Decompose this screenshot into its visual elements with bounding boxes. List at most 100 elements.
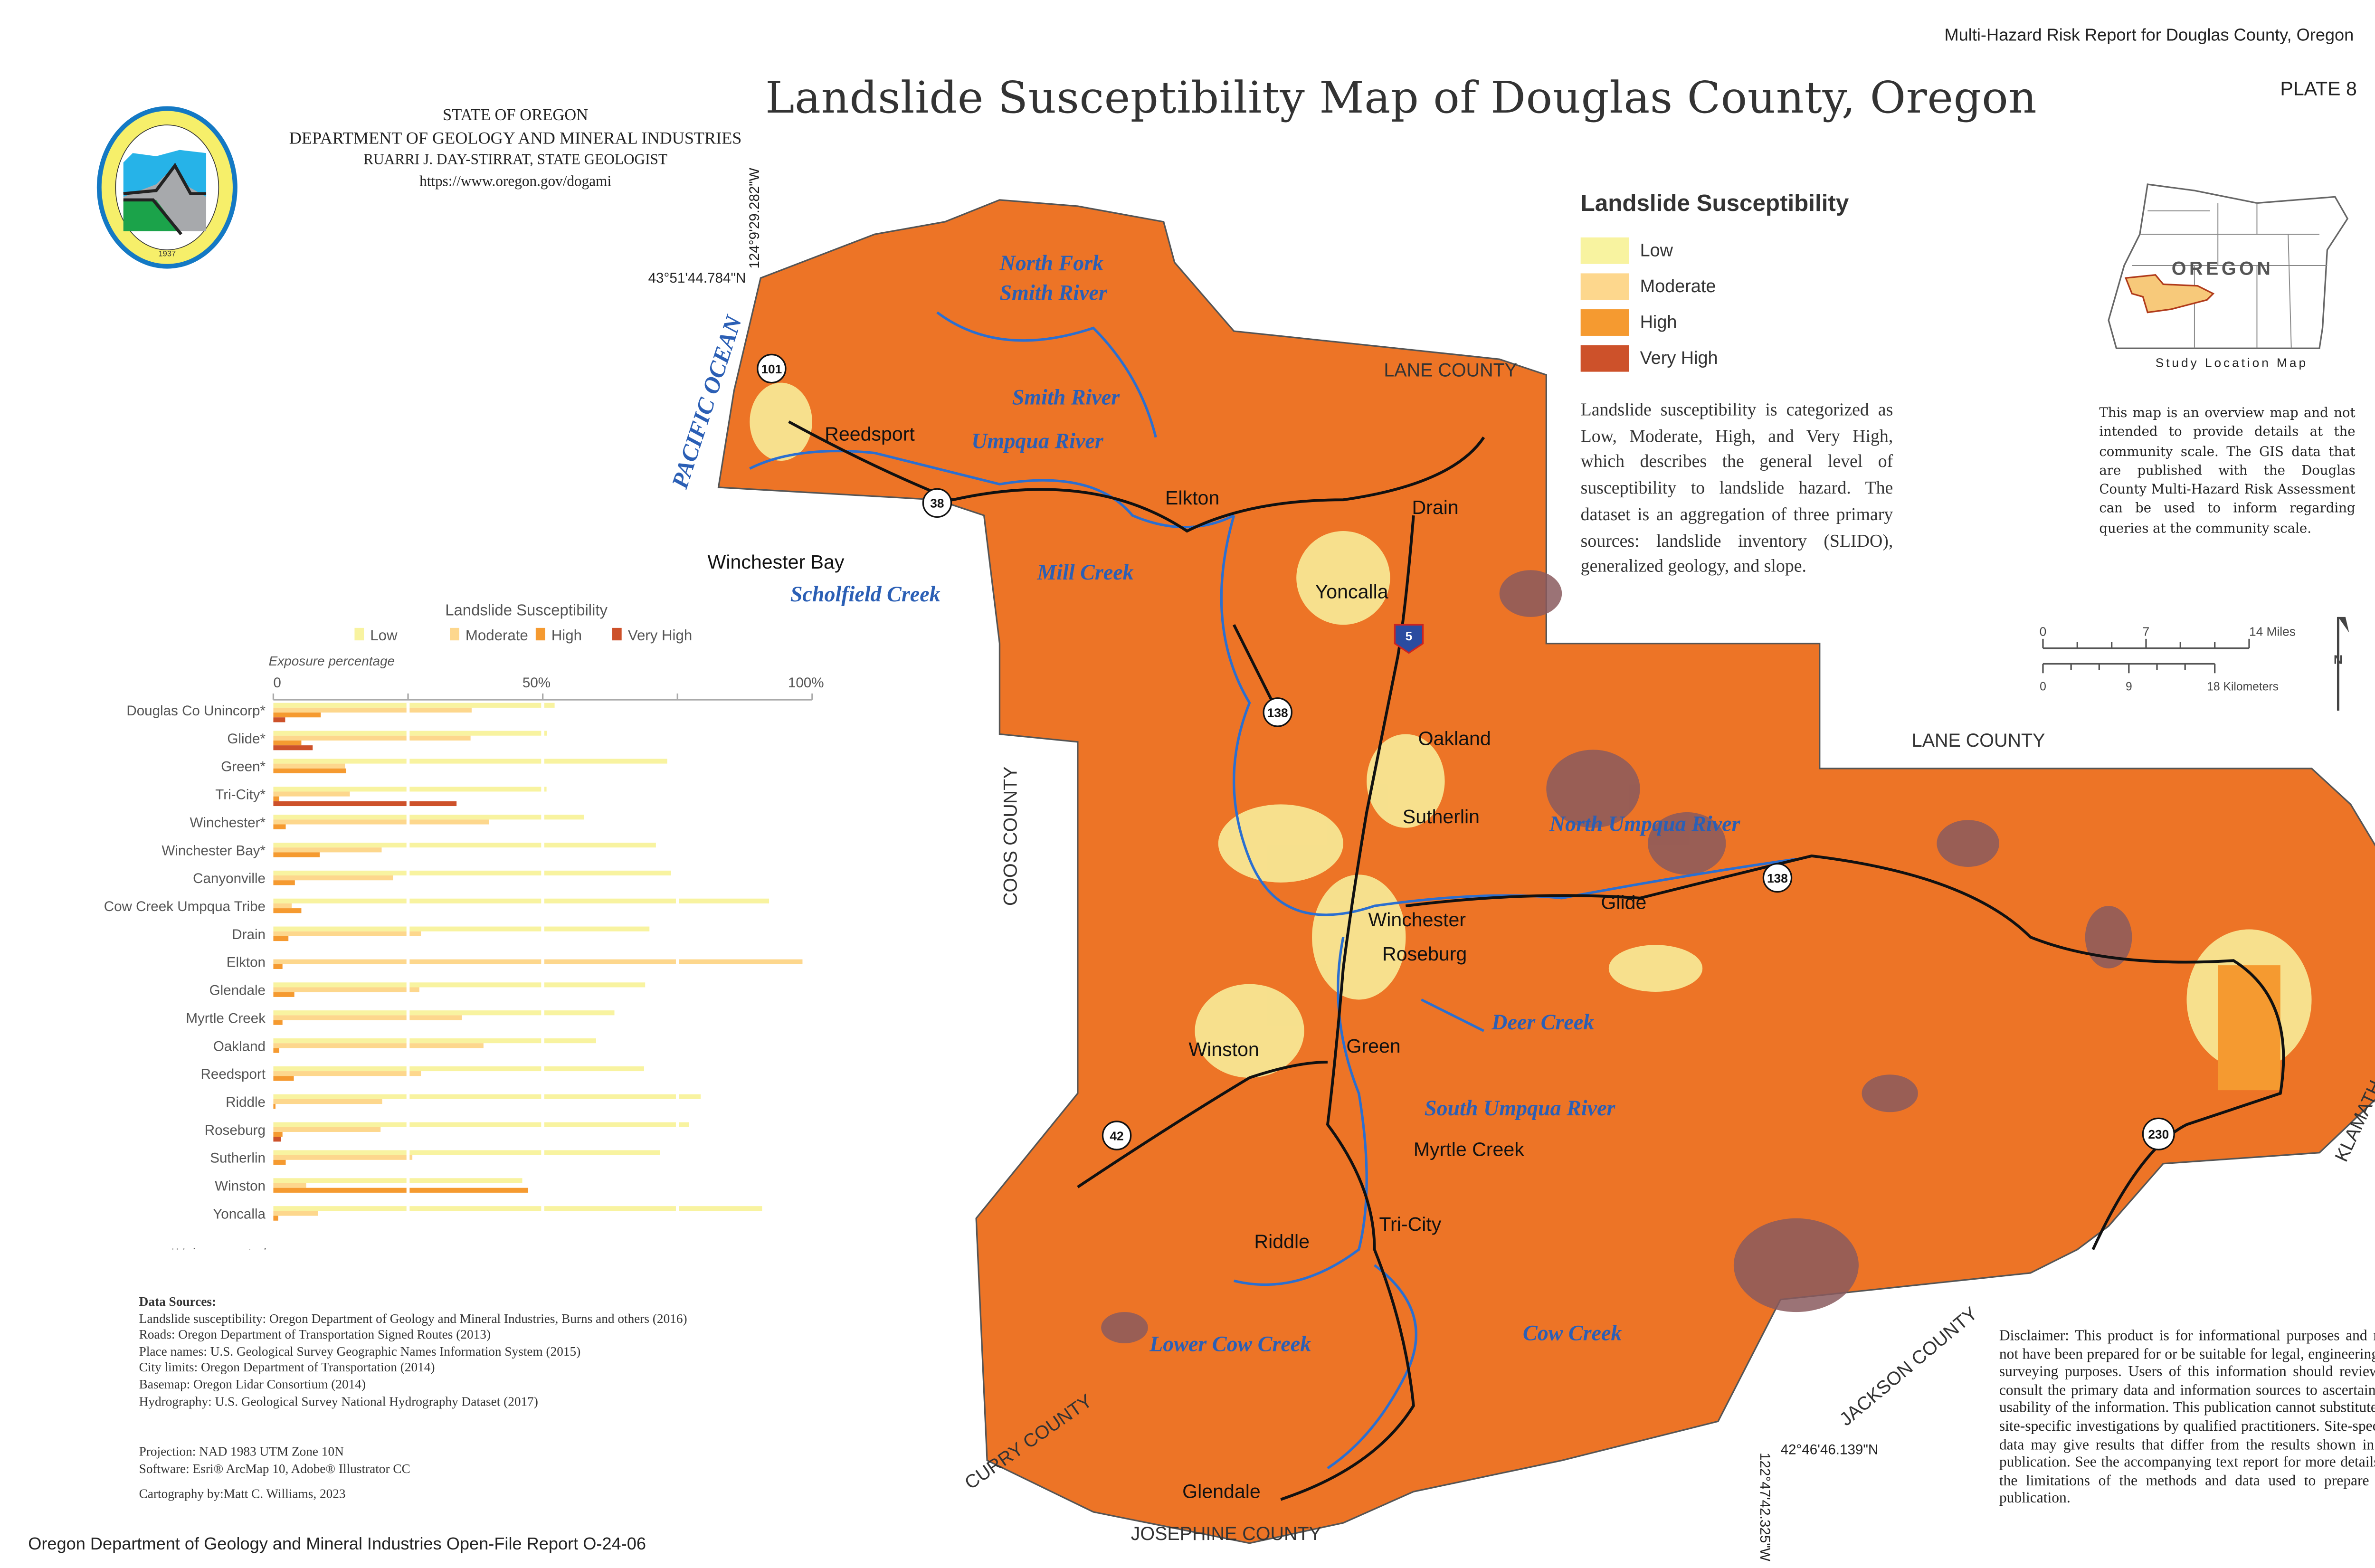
county-label: COOS COUNTY (999, 766, 1022, 906)
legend-label: High (1640, 313, 1677, 332)
category-label: Glide* (227, 731, 266, 747)
miles-tick: 14 Miles (2249, 624, 2296, 638)
bar-high (273, 964, 283, 969)
agency-block: STATE OF OREGON DEPARTMENT OF GEOLOGY AN… (281, 106, 750, 194)
city-label: Reedsport (825, 423, 915, 446)
report-title: Multi-Hazard Risk Report for Douglas Cou… (1944, 26, 2354, 46)
bar-moderate (273, 707, 472, 713)
legend-label: Very High (1640, 349, 1718, 368)
data-source-line: City limits: Oregon Department of Transp… (139, 1361, 435, 1375)
bar-low (273, 1066, 644, 1072)
legend-label: Moderate (1640, 277, 1716, 296)
category-label: Drain (232, 927, 266, 942)
projection: Projection: NAD 1983 UTM Zone 10N (139, 1445, 344, 1459)
bar-low (273, 1150, 660, 1155)
city-label: Oakland (1418, 728, 1491, 750)
highway-label: 230 (2148, 1127, 2169, 1141)
legend-item-low: Low (1580, 233, 1849, 269)
city-label: Winchester Bay (707, 551, 845, 573)
miles-tick: 0 (2040, 624, 2047, 638)
bar-moderate (273, 819, 489, 825)
county-label: LANE COUNTY (1384, 359, 1518, 381)
bar-moderate (273, 847, 382, 853)
river-label: South Umpqua River (1424, 1098, 1615, 1121)
km-tick: 18 Kilometers (2207, 680, 2279, 693)
highway-label: 38 (930, 496, 944, 511)
high-susceptibility-areas (2218, 965, 2280, 1091)
bar-moderate (273, 763, 345, 769)
bar-high (273, 713, 321, 718)
bar-low (273, 982, 646, 988)
nw-latitude: 43°51'44.784"N (648, 270, 746, 286)
data-source-line: Landslide susceptibility: Oregon Departm… (139, 1311, 687, 1326)
bar-high (273, 740, 302, 746)
city-label: Drain (1412, 496, 1459, 519)
legend-swatch (1580, 273, 1629, 300)
bar-high (273, 1131, 283, 1137)
bar-very-high (273, 1137, 281, 1142)
disclaimer: Disclaimer: This product is for informat… (1999, 1327, 2375, 1508)
bar-moderate (273, 903, 292, 909)
data-source-line: Hydrography: U.S. Geological Survey Nati… (139, 1394, 538, 1408)
km-tick: 9 (2126, 680, 2132, 693)
bar-low (273, 759, 667, 764)
agency-url[interactable]: https://www.oregon.gov/dogami (419, 175, 612, 191)
low-susceptibility-areas (750, 382, 2312, 1078)
bar-low (273, 731, 547, 736)
legend-item-very-high: Very High (1580, 341, 1849, 377)
category-label: Winston (215, 1178, 266, 1194)
city-label: Elkton (1165, 487, 1220, 509)
seal-year: 1937 (159, 249, 176, 258)
bar-low (273, 1010, 615, 1016)
county-label: LANE COUNTY (1911, 729, 2045, 751)
city-label: Winchester (1368, 909, 1466, 931)
chart-title: Landslide Susceptibility (445, 601, 608, 619)
highway-42-shield (1102, 1121, 1132, 1150)
highway-138-east-shield (1762, 863, 1793, 893)
dogami-seal-logo: 1937 (96, 106, 238, 269)
bar-low (273, 898, 770, 903)
legend-swatch (1580, 345, 1629, 372)
city-label: Green (1346, 1036, 1401, 1058)
bar-moderate (273, 1183, 306, 1188)
category-label: Tri-City* (215, 787, 266, 803)
bar-moderate (273, 875, 393, 881)
county-boundary (717, 199, 2375, 1544)
overview-note: This map is an overview map and not inte… (2099, 404, 2356, 536)
bar-high (273, 768, 346, 773)
bar-high (273, 1076, 294, 1081)
river-label: North Fork (999, 253, 1104, 277)
x-tick-label: 100% (788, 675, 824, 691)
se-longitude: 122°47'42.325"W (1757, 1453, 1773, 1561)
category-label: Sutherlin (210, 1150, 266, 1166)
category-label: Winchester Bay* (162, 843, 266, 858)
chart-legend-swatch (612, 627, 622, 641)
highway-38-shield (922, 488, 952, 518)
data-source-line: Roads: Oregon Department of Transportati… (139, 1328, 491, 1342)
legend-item-moderate: Moderate (1580, 269, 1849, 305)
nw-longitude: 124°9'29.282"W (746, 168, 762, 269)
legend-description: Landslide susceptibility is categorized … (1580, 401, 1893, 577)
data-source-line: Place names: U.S. Geological Survey Geog… (139, 1344, 581, 1359)
highway-138-shield (1263, 697, 1292, 727)
bar-moderate (273, 735, 471, 741)
river-label: Deer Creek (1492, 1012, 1595, 1036)
city-label: Yoncalla (1315, 581, 1388, 603)
category-label: Reedsport (201, 1066, 266, 1082)
km-tick: 0 (2040, 680, 2046, 693)
bar-high (273, 1188, 529, 1193)
category-label: Canyonville (193, 871, 266, 886)
study-location-map: OREGON (2108, 183, 2349, 349)
river-label: North Umpqua River (1549, 814, 1740, 837)
legend-swatch (1580, 237, 1629, 264)
bar-low (273, 1206, 762, 1211)
bar-moderate (273, 1015, 462, 1020)
miles-tick: 7 (2143, 624, 2150, 638)
bar-very-high (273, 717, 285, 722)
map-title: Landslide Susceptibility Map of Douglas … (765, 72, 2037, 124)
bar-moderate (273, 931, 421, 936)
footer-report-id: Oregon Department of Geology and Mineral… (28, 1535, 646, 1554)
bar-high (273, 936, 289, 941)
very-high-deposit-areas (1101, 570, 2132, 1343)
bar-high (273, 824, 286, 829)
